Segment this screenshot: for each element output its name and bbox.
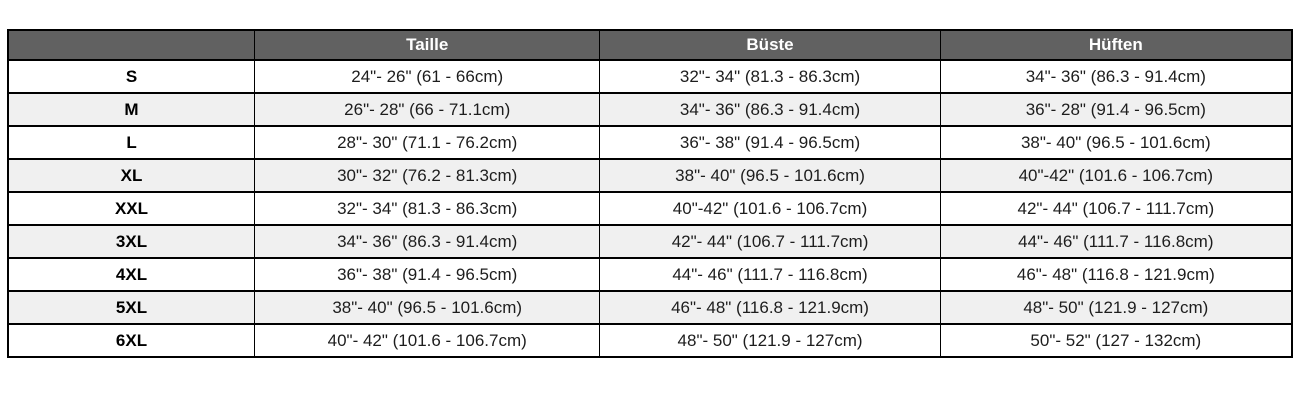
bueste-value: 44"- 46" (111.7 - 116.8cm) xyxy=(599,257,941,292)
bueste-value: 34"- 36" (86.3 - 91.4cm) xyxy=(599,92,941,127)
taille-value: 24"- 26" (61 - 66cm) xyxy=(254,59,601,94)
size-label: 3XL xyxy=(7,224,256,259)
table-row-s: S 24"- 26" (61 - 66cm) 32"- 34" (81.3 - … xyxy=(7,59,1293,94)
hueften-value: 34"- 36" (86.3 - 91.4cm) xyxy=(939,59,1293,94)
size-label: 6XL xyxy=(7,323,256,358)
bueste-value: 40"-42" (101.6 - 106.7cm) xyxy=(599,191,941,226)
table-row-4xl: 4XL 36"- 38" (91.4 - 96.5cm) 44"- 46" (1… xyxy=(7,257,1293,292)
column-header-size xyxy=(7,29,256,61)
hueften-value: 42"- 44" (106.7 - 111.7cm) xyxy=(939,191,1293,226)
table-row-3xl: 3XL 34"- 36" (86.3 - 91.4cm) 42"- 44" (1… xyxy=(7,224,1293,259)
size-label: 4XL xyxy=(7,257,256,292)
taille-value: 40"- 42" (101.6 - 106.7cm) xyxy=(254,323,601,358)
table-row-5xl: 5XL 38"- 40" (96.5 - 101.6cm) 46"- 48" (… xyxy=(7,290,1293,325)
size-label: XXL xyxy=(7,191,256,226)
taille-value: 26"- 28" (66 - 71.1cm) xyxy=(254,92,601,127)
size-label: XL xyxy=(7,158,256,193)
hueften-value: 36"- 28" (91.4 - 96.5cm) xyxy=(939,92,1293,127)
size-label: L xyxy=(7,125,256,160)
table-row-xxl: XXL 32"- 34" (81.3 - 86.3cm) 40"-42" (10… xyxy=(7,191,1293,226)
hueften-value: 48"- 50" (121.9 - 127cm) xyxy=(939,290,1293,325)
table-row-6xl: 6XL 40"- 42" (101.6 - 106.7cm) 48"- 50" … xyxy=(7,323,1293,358)
table-row-l: L 28"- 30" (71.1 - 76.2cm) 36"- 38" (91.… xyxy=(7,125,1293,160)
bueste-value: 38"- 40" (96.5 - 101.6cm) xyxy=(599,158,941,193)
size-chart-table: Taille Büste Hüften S 24"- 26" (61 - 66c… xyxy=(7,29,1293,358)
size-label: 5XL xyxy=(7,290,256,325)
column-header-hueften: Hüften xyxy=(939,29,1293,61)
bueste-value: 46"- 48" (116.8 - 121.9cm) xyxy=(599,290,941,325)
taille-value: 38"- 40" (96.5 - 101.6cm) xyxy=(254,290,601,325)
column-header-bueste: Büste xyxy=(599,29,941,61)
hueften-value: 46"- 48" (116.8 - 121.9cm) xyxy=(939,257,1293,292)
taille-value: 32"- 34" (81.3 - 86.3cm) xyxy=(254,191,601,226)
bueste-value: 32"- 34" (81.3 - 86.3cm) xyxy=(599,59,941,94)
taille-value: 34"- 36" (86.3 - 91.4cm) xyxy=(254,224,601,259)
taille-value: 36"- 38" (91.4 - 96.5cm) xyxy=(254,257,601,292)
size-label: M xyxy=(7,92,256,127)
bueste-value: 36"- 38" (91.4 - 96.5cm) xyxy=(599,125,941,160)
column-header-taille: Taille xyxy=(254,29,601,61)
hueften-value: 38"- 40" (96.5 - 101.6cm) xyxy=(939,125,1293,160)
hueften-value: 44"- 46" (111.7 - 116.8cm) xyxy=(939,224,1293,259)
size-label: S xyxy=(7,59,256,94)
taille-value: 30"- 32" (76.2 - 81.3cm) xyxy=(254,158,601,193)
hueften-value: 50"- 52" (127 - 132cm) xyxy=(939,323,1293,358)
hueften-value: 40"-42" (101.6 - 106.7cm) xyxy=(939,158,1293,193)
bueste-value: 48"- 50" (121.9 - 127cm) xyxy=(599,323,941,358)
taille-value: 28"- 30" (71.1 - 76.2cm) xyxy=(254,125,601,160)
header-row: Taille Büste Hüften xyxy=(7,29,1293,61)
bueste-value: 42"- 44" (106.7 - 111.7cm) xyxy=(599,224,941,259)
table-row-xl: XL 30"- 32" (76.2 - 81.3cm) 38"- 40" (96… xyxy=(7,158,1293,193)
table-row-m: M 26"- 28" (66 - 71.1cm) 34"- 36" (86.3 … xyxy=(7,92,1293,127)
